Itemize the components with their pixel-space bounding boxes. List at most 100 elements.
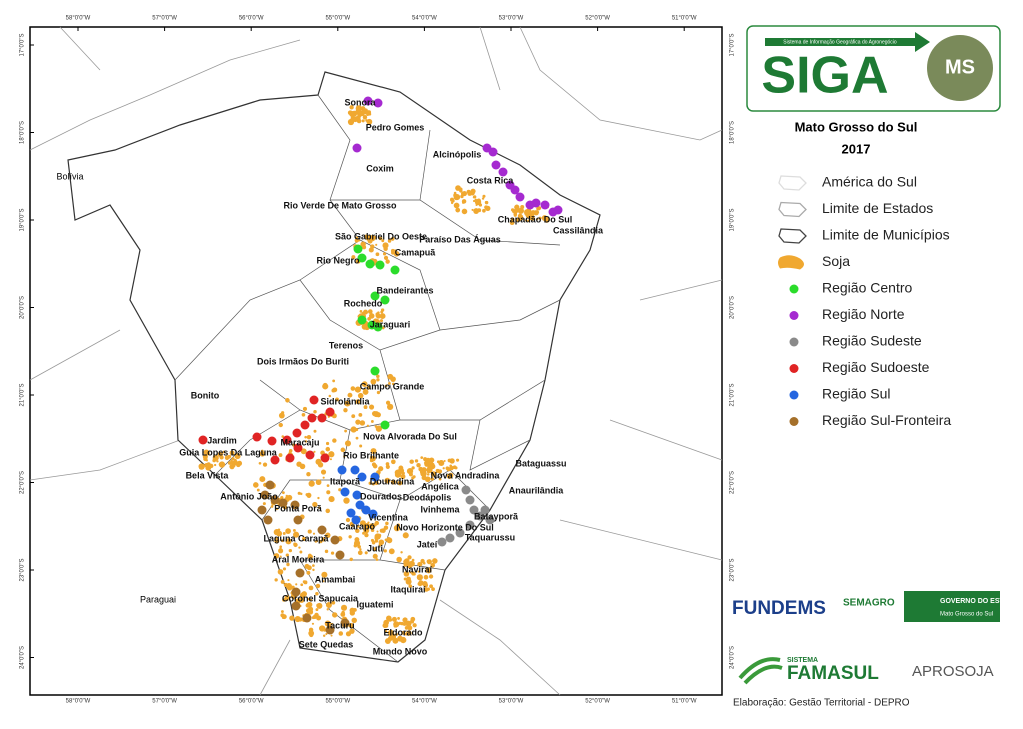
soy-patch xyxy=(382,314,385,317)
city-label: Deodápolis xyxy=(403,492,452,502)
soy-patch xyxy=(530,210,536,215)
region-point xyxy=(302,613,312,623)
soy-patch xyxy=(236,462,241,468)
soy-patch xyxy=(482,208,486,213)
soy-patch xyxy=(298,546,301,549)
city-label: Batayporã xyxy=(474,511,519,521)
soy-patch xyxy=(317,496,320,500)
legend-label: Limite de Municípios xyxy=(822,227,950,243)
lat-label: 24°0'0"S xyxy=(20,646,26,669)
soy-patch xyxy=(390,479,396,485)
soy-patch xyxy=(430,458,435,462)
soy-patch xyxy=(412,572,416,576)
logo-famasul: FAMASUL xyxy=(787,663,879,684)
city-label: Amambai xyxy=(315,574,356,584)
city-label: Dois Irmãos Do Buriti xyxy=(257,356,349,366)
legend-symbol xyxy=(789,390,799,400)
soy-patch xyxy=(214,463,217,467)
region-point xyxy=(270,495,280,505)
city-label: Camapuã xyxy=(395,247,437,257)
region-point xyxy=(553,205,563,215)
region-point xyxy=(351,515,361,525)
legend-symbol xyxy=(778,255,804,270)
soy-patch xyxy=(347,110,353,116)
soy-patch xyxy=(405,578,412,585)
soy-patch xyxy=(350,426,357,433)
soy-patch xyxy=(484,200,488,204)
lat-label: 17°0'0"S xyxy=(20,33,26,56)
soy-patch xyxy=(368,247,374,253)
city-label: Guia Lopes Da Laguna xyxy=(179,447,278,457)
soy-patch xyxy=(387,373,394,380)
soy-patch xyxy=(418,580,424,586)
soy-patch xyxy=(296,461,302,467)
region-point xyxy=(531,198,541,208)
logo-semagro: SEMAGRO xyxy=(843,598,895,609)
region-point xyxy=(469,505,479,515)
soy-patch xyxy=(357,525,360,528)
soy-patch xyxy=(278,453,283,457)
soy-patch xyxy=(430,471,437,477)
soy-patch xyxy=(456,458,460,462)
soy-patch xyxy=(276,530,283,537)
soy-patch xyxy=(524,210,530,216)
region-point xyxy=(540,200,550,210)
soy-patch xyxy=(320,469,327,475)
soy-patch xyxy=(322,476,325,479)
region-point xyxy=(291,587,301,597)
soy-patch xyxy=(313,429,317,433)
lat-label: 19°0'0"S xyxy=(20,208,26,231)
soy-patch xyxy=(485,205,491,212)
legend-symbol xyxy=(789,417,799,426)
soy-patch xyxy=(411,561,414,565)
soy-patch xyxy=(278,548,284,554)
region-point xyxy=(445,533,455,543)
region-point xyxy=(491,160,501,170)
soy-patch xyxy=(455,185,461,191)
city-label: Maracaju xyxy=(280,437,319,447)
gov-box xyxy=(904,591,1000,622)
lon-label: 54°0'0"W xyxy=(412,699,437,705)
soy-patch xyxy=(302,580,306,584)
soy-patch xyxy=(319,540,323,544)
soy-patch xyxy=(308,480,315,487)
soy-patch xyxy=(426,587,431,591)
soy-patch xyxy=(391,250,395,255)
city-label: Taquarussu xyxy=(465,532,515,542)
soy-patch xyxy=(308,585,314,591)
soy-patch xyxy=(283,582,288,588)
soy-patch xyxy=(350,120,354,124)
soy-patch xyxy=(231,457,235,461)
soy-patch xyxy=(455,207,461,213)
region-point xyxy=(335,550,345,560)
soy-patch xyxy=(376,390,381,395)
soy-patch xyxy=(312,564,315,567)
soy-patch xyxy=(471,208,474,211)
soy-patch xyxy=(288,448,293,453)
soy-patch xyxy=(368,481,372,485)
city-label: Terenos xyxy=(329,340,363,350)
soy-patch xyxy=(387,616,392,621)
soy-patch xyxy=(198,463,205,470)
soy-patch xyxy=(356,118,362,124)
region-point xyxy=(307,413,317,423)
city-label: Mundo Novo xyxy=(373,646,428,656)
soy-patch xyxy=(297,491,301,495)
soy-patch xyxy=(417,561,423,567)
city-label: Vicentina xyxy=(368,512,409,522)
lon-label: 57°0'0"W xyxy=(152,16,177,22)
soy-patch xyxy=(354,386,362,393)
soy-patch xyxy=(314,612,319,618)
soy-patch xyxy=(481,197,485,200)
legend-label: Região Norte xyxy=(822,306,905,322)
lat-label: 23°0'0"S xyxy=(20,558,26,581)
soy-patch xyxy=(282,598,286,602)
soy-patch xyxy=(416,462,421,468)
soy-patch xyxy=(374,539,379,543)
soy-patch xyxy=(341,610,345,615)
soy-patch xyxy=(445,466,450,471)
soy-patch xyxy=(427,465,433,471)
soy-patch xyxy=(378,236,383,241)
soy-patch xyxy=(400,551,403,554)
soy-patch xyxy=(375,558,379,561)
